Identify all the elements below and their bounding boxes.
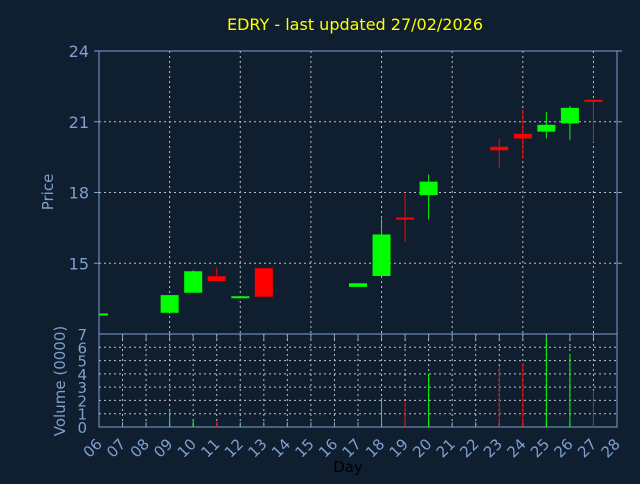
x-tick-label: 24 bbox=[503, 435, 529, 461]
x-axis-label: Day bbox=[333, 458, 363, 476]
x-tick-label: 25 bbox=[527, 435, 553, 461]
x-tick-label: 14 bbox=[268, 435, 294, 461]
volume-axis-label: Volume (0000) bbox=[51, 326, 69, 436]
y-axis-label: Price bbox=[39, 174, 57, 211]
volume-tick-label: 3 bbox=[77, 379, 87, 397]
candle-body bbox=[349, 283, 367, 287]
x-tick-label: 06 bbox=[80, 435, 106, 461]
x-tick-label: 22 bbox=[456, 435, 482, 461]
x-tick-label: 07 bbox=[103, 435, 129, 461]
x-tick-label: 09 bbox=[150, 435, 176, 461]
candle-body bbox=[419, 181, 438, 196]
candle-body bbox=[584, 99, 603, 102]
x-tick-label: 21 bbox=[433, 435, 459, 461]
volume-tick-label: 0 bbox=[77, 419, 87, 437]
candle-body bbox=[184, 271, 203, 293]
y-tick-label: 18 bbox=[69, 184, 89, 203]
candle-body bbox=[254, 268, 273, 297]
chart-title: EDRY - last updated 27/02/2026 bbox=[227, 15, 483, 34]
x-tick-label: 13 bbox=[244, 435, 270, 461]
candle-body bbox=[207, 276, 226, 281]
candle-body bbox=[160, 295, 179, 313]
x-tick-label: 23 bbox=[480, 435, 506, 461]
candle-body bbox=[231, 296, 250, 299]
candle-body bbox=[537, 124, 556, 132]
x-tick-label: 19 bbox=[386, 435, 412, 461]
x-tick-label: 10 bbox=[174, 435, 200, 461]
y-tick-label: 24 bbox=[69, 42, 89, 61]
x-tick-label: 15 bbox=[292, 435, 318, 461]
x-tick-label: 20 bbox=[409, 435, 435, 461]
volume-tick-label: 2 bbox=[77, 392, 87, 410]
candle-body bbox=[99, 313, 108, 316]
candle-body bbox=[396, 217, 415, 220]
x-tick-label: 12 bbox=[221, 435, 247, 461]
candle-body bbox=[490, 146, 509, 151]
y-tick-label: 21 bbox=[69, 113, 89, 132]
x-tick-label: 28 bbox=[598, 435, 624, 461]
x-tick-label: 27 bbox=[574, 435, 600, 461]
volume-tick-label: 6 bbox=[77, 339, 87, 357]
candle-body bbox=[372, 234, 391, 276]
x-tick-label: 26 bbox=[551, 435, 577, 461]
volume-tick-label: 1 bbox=[77, 406, 87, 424]
x-tick-label: 08 bbox=[127, 435, 153, 461]
volume-tick-label: 7 bbox=[77, 326, 87, 344]
x-tick-label: 11 bbox=[197, 435, 223, 461]
volume-tick-label: 4 bbox=[77, 366, 87, 384]
x-tick-label: 18 bbox=[362, 435, 388, 461]
candle-body bbox=[513, 133, 532, 139]
candle-body bbox=[560, 107, 579, 124]
y-tick-label: 15 bbox=[69, 254, 89, 273]
volume-tick-label: 5 bbox=[77, 353, 87, 371]
